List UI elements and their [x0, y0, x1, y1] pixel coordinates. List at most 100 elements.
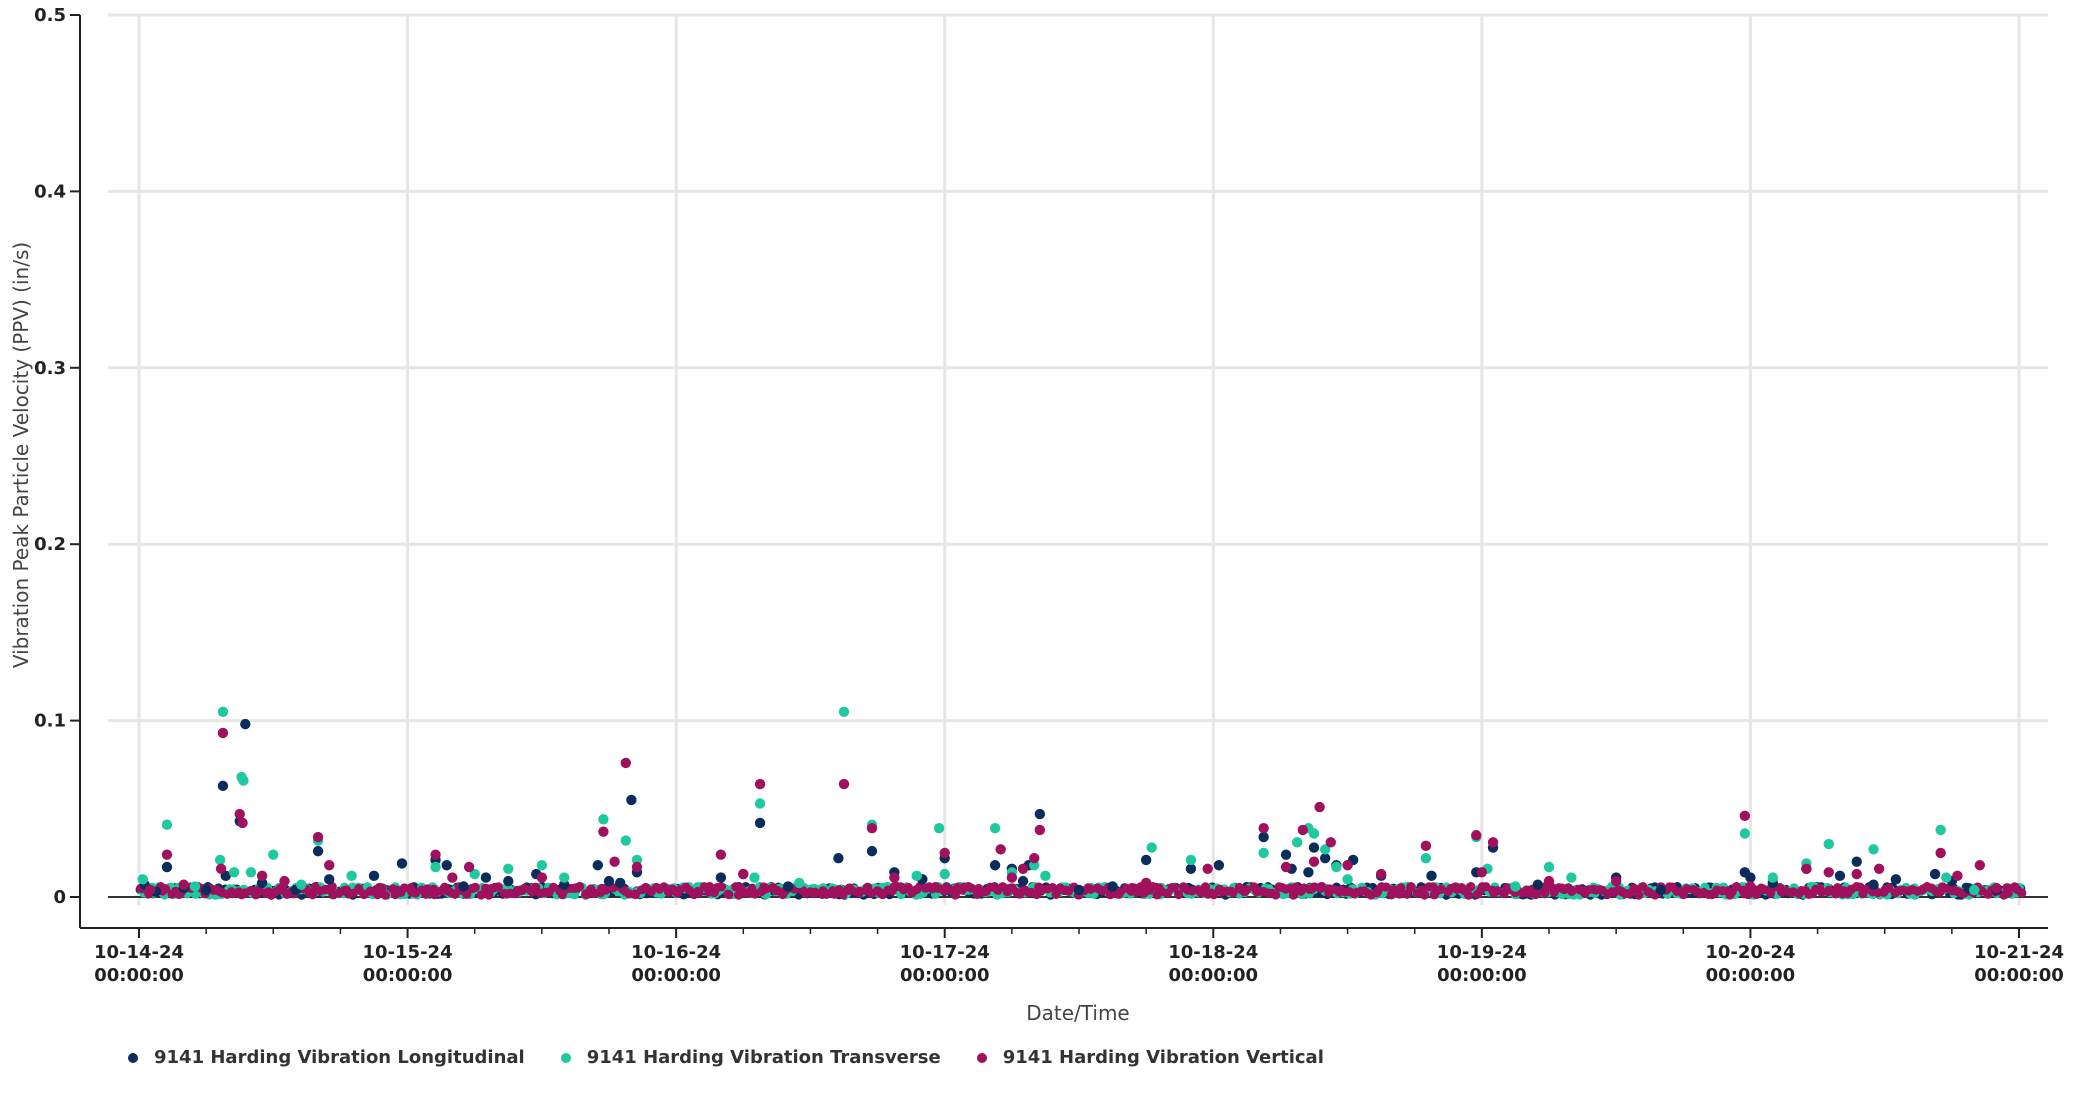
data-point [1991, 882, 2002, 894]
data-point [1890, 874, 1902, 885]
x-axis-ticks: 10-14-2400:00:0010-15-2400:00:0010-16-24… [94, 928, 2064, 986]
legend-marker-vertical [976, 1052, 987, 1063]
x-tick-time: 00:00:00 [1974, 965, 2064, 986]
data-point [237, 817, 248, 829]
x-tick-date: 10-16-24 [631, 942, 721, 963]
data-point [939, 847, 950, 859]
data-point [1047, 882, 1058, 893]
data-point [1532, 879, 1544, 890]
data-point [1040, 870, 1051, 882]
legend-item-transverse[interactable]: 9141 Harding Vibration Transverse [560, 1047, 941, 1068]
data-point [1258, 823, 1269, 834]
data-point [1824, 885, 1834, 895]
data-point [1765, 888, 1776, 898]
data-point [1751, 889, 1761, 899]
data-point [1317, 881, 1327, 892]
data-point [738, 868, 749, 880]
data-point [1566, 872, 1577, 883]
data-point [1884, 883, 1894, 893]
data-point [1258, 831, 1269, 843]
data-point [217, 780, 229, 792]
x-tick-time: 00:00:00 [900, 965, 990, 986]
data-point [989, 860, 1001, 871]
data-point [228, 867, 240, 878]
data-point [966, 883, 976, 893]
data-point [1969, 884, 1980, 896]
data-point [716, 882, 727, 892]
data-point [296, 879, 307, 890]
data-point [1745, 872, 1756, 883]
legend-item-longitudinal[interactable]: 9141 Harding Vibration Longitudinal [128, 1047, 525, 1068]
legend-marker-transverse [560, 1052, 571, 1063]
data-point [1325, 837, 1336, 848]
data-point [1073, 884, 1085, 896]
x-tick-date: 10-15-24 [363, 942, 453, 963]
data-point [1319, 844, 1331, 855]
data-point [2017, 888, 2027, 898]
data-point [476, 890, 486, 900]
data-point [1314, 801, 1325, 813]
legend-item-vertical[interactable]: 9141 Harding Vibration Vertical [976, 1047, 1324, 1068]
legend: 9141 Harding Vibration Longitudinal 9141… [128, 1047, 1324, 1068]
data-points [135, 706, 2027, 900]
data-point [1297, 824, 1309, 836]
data-point [1935, 847, 1946, 859]
data-point [1308, 842, 1320, 853]
data-point [1834, 870, 1846, 882]
data-point [1342, 860, 1353, 871]
x-tick-time: 00:00:00 [1706, 965, 1796, 986]
y-axis-title: Vibration Peak Particle Velocity (PPV) (… [9, 242, 33, 668]
data-point [1463, 890, 1474, 900]
data-point [1419, 890, 1430, 900]
data-point [1823, 838, 1834, 850]
data-point [1140, 854, 1152, 866]
data-point [430, 849, 441, 860]
data-point [324, 860, 335, 871]
x-tick-date: 10-19-24 [1437, 942, 1527, 963]
data-point [1634, 890, 1644, 900]
axes [79, 15, 2048, 929]
data-point [470, 882, 480, 892]
data-point [1935, 824, 1946, 836]
data-point [380, 890, 391, 900]
data-point [399, 883, 410, 893]
data-point [1655, 884, 1667, 896]
y-tick-label: 0.3 [34, 358, 66, 379]
legend-label-longitudinal: 9141 Harding Vibration Longitudinal [154, 1047, 525, 1068]
data-point [1258, 847, 1269, 859]
data-point [1868, 879, 1879, 890]
data-point [1140, 877, 1152, 889]
data-point [598, 814, 609, 825]
data-point [189, 881, 201, 892]
data-point [245, 867, 257, 878]
data-point [503, 875, 514, 887]
data-point [866, 845, 878, 857]
data-point [1280, 849, 1292, 860]
data-point [441, 860, 452, 871]
data-point [536, 860, 548, 871]
data-point [1280, 861, 1292, 873]
data-point [1801, 863, 1812, 874]
data-point [1873, 863, 1885, 874]
data-point [469, 868, 480, 880]
data-point [1174, 889, 1184, 900]
data-point [161, 861, 173, 873]
data-point [396, 858, 408, 869]
data-point [215, 863, 227, 874]
x-tick-time: 00:00:00 [631, 965, 721, 986]
data-point [214, 854, 226, 866]
data-point [161, 849, 173, 860]
data-point [480, 872, 492, 883]
data-point [620, 757, 631, 769]
data-point [279, 875, 290, 887]
data-point [493, 882, 503, 892]
data-point [1487, 837, 1499, 848]
data-point [614, 877, 626, 889]
y-tick-label: 0.2 [34, 534, 66, 555]
legend-marker-longitudinal [128, 1052, 138, 1063]
data-point [1471, 830, 1482, 841]
x-tick-date: 10-20-24 [1705, 942, 1795, 963]
data-point [268, 849, 279, 860]
data-point [1420, 852, 1432, 864]
data-point [950, 890, 960, 900]
